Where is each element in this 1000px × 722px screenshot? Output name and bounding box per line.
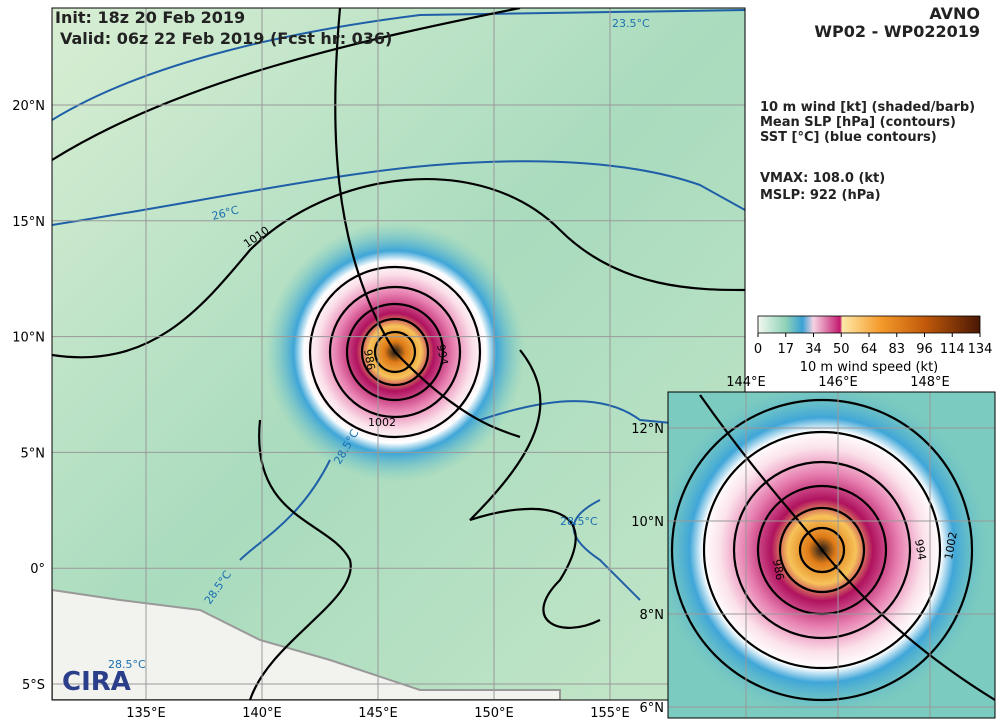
info-line: 10 m wind [kt] (shaded/barb) — [760, 100, 975, 115]
colorbar-label: 10 m wind speed (kt) — [800, 360, 939, 375]
lon-label: 140°E — [242, 706, 282, 721]
lat-label: 10°N — [12, 331, 45, 346]
lon-label: 144°E — [726, 375, 766, 390]
lat-label: 6°N — [640, 701, 665, 716]
colorbar-tick-label: 83 — [888, 342, 905, 357]
lat-label: 15°N — [12, 215, 45, 230]
map-frame — [51, 7, 746, 701]
colorbar-tick-label: 34 — [805, 342, 822, 357]
valid: Valid: 06z 22 Feb 2019 (Fcst hr: 036) — [60, 29, 392, 48]
lon-label: 150°E — [474, 706, 514, 721]
slp-label: 1002 — [368, 416, 396, 429]
lon-label: 148°E — [910, 375, 950, 390]
colorbar-tick-label: 0 — [754, 342, 762, 357]
slp-label: 1002 — [942, 531, 960, 561]
storm-id: WP02 - WP022019 — [814, 22, 980, 41]
main-map: Init: 18z 20 Feb 2019 Valid: 06z 22 Feb … — [52, 8, 745, 700]
model: AVNO — [929, 4, 980, 23]
lat-label: 5°N — [21, 446, 46, 461]
lat-label: 0° — [30, 562, 45, 577]
colorbar-tick-label: 96 — [916, 342, 933, 357]
colorbar-tick-label: 64 — [861, 342, 878, 357]
slp-label: 994 — [912, 538, 928, 561]
lat-label: 5°S — [22, 678, 45, 693]
sst-label: 28.5°C — [560, 515, 598, 528]
slp-label: 986 — [361, 348, 377, 371]
lat-label: 12°N — [631, 422, 664, 437]
lon-label: 135°E — [126, 706, 166, 721]
logo: CIRA — [62, 667, 131, 697]
slp-label: 986 — [770, 558, 786, 581]
sst-label: 28.5°C — [108, 658, 146, 671]
info-line: SST [°C] (blue contours) — [760, 130, 937, 145]
info-line: Mean SLP [hPa] (contours) — [760, 115, 956, 130]
lat-label: 10°N — [631, 515, 664, 530]
colorbar-tick-label: 134 — [968, 342, 993, 357]
mslp: MSLP: 922 (hPa) — [760, 188, 881, 203]
lon-label: 145°E — [358, 706, 398, 721]
colorbar-tick-label: 17 — [777, 342, 794, 357]
sst-label: 23.5°C — [612, 17, 650, 30]
colorbar-tick-label: 114 — [940, 342, 965, 357]
inset-frame — [667, 391, 996, 719]
slp-label: 994 — [434, 343, 450, 366]
colorbar — [757, 315, 981, 334]
lat-label: 20°N — [12, 99, 45, 114]
init: Init: 18z 20 Feb 2019 — [55, 8, 245, 27]
lon-label: 155°E — [590, 706, 630, 721]
vmax: VMAX: 108.0 (kt) — [760, 171, 885, 186]
inset-map: 994 986 1002 — [668, 392, 995, 718]
colorbar-tick-label: 50 — [833, 342, 850, 357]
lon-label: 146°E — [818, 375, 858, 390]
lat-label: 8°N — [640, 608, 665, 623]
